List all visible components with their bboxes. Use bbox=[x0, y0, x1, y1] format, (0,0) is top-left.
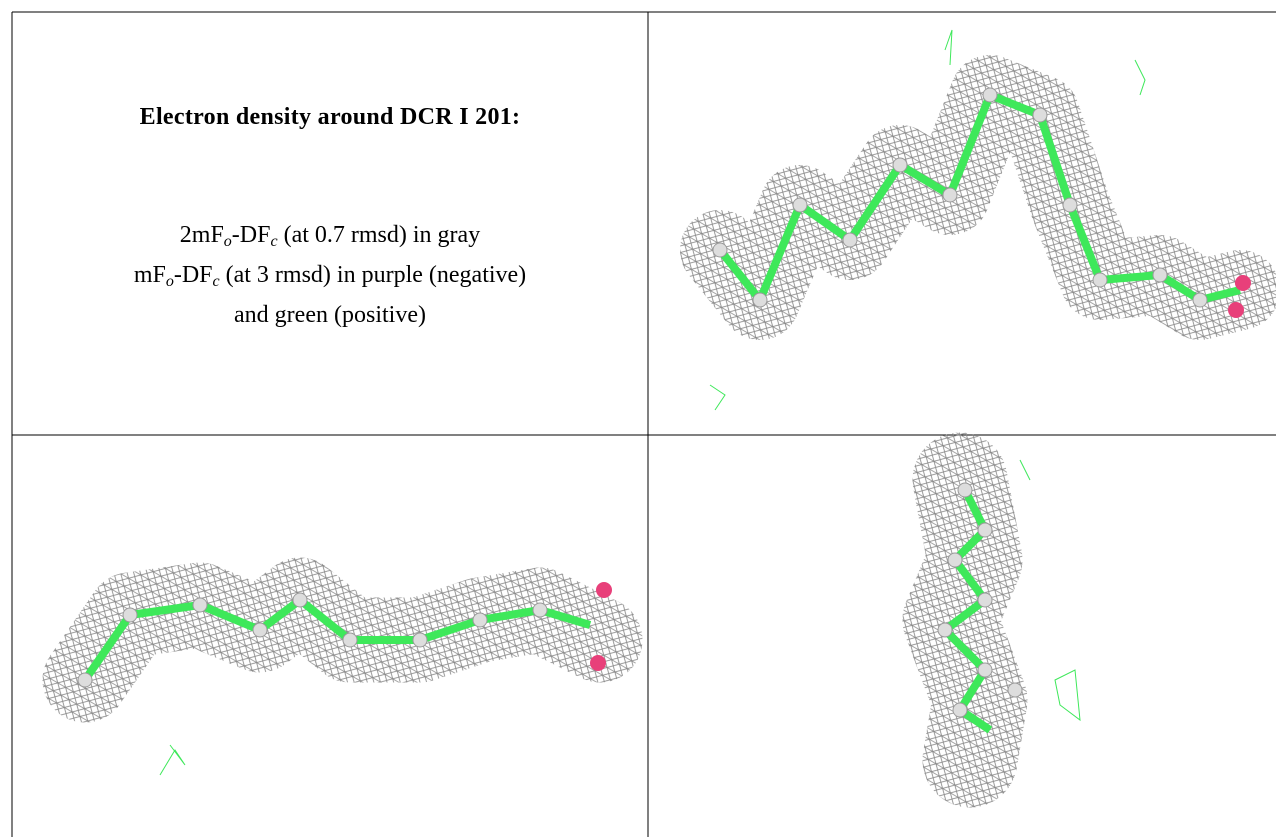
subscript: o bbox=[223, 233, 232, 250]
caption-line: and green (positive) bbox=[12, 295, 648, 335]
caption-lines: 2mFo-DFc (at 0.7 rmsd) in gray mFo-DFc (… bbox=[12, 215, 648, 335]
caption-line: mFo-DFc (at 3 rmsd) in purple (negative) bbox=[12, 255, 648, 295]
atoms bbox=[712, 87, 1208, 308]
difference-density bbox=[159, 744, 186, 776]
oxygen-atom bbox=[596, 582, 612, 598]
subscript: c bbox=[212, 273, 220, 290]
atoms bbox=[77, 592, 548, 688]
text: (at 0.7 rmsd) in gray bbox=[277, 222, 481, 248]
difference-density bbox=[1019, 459, 1081, 722]
text: mF bbox=[133, 262, 166, 288]
subscript: o bbox=[165, 273, 174, 290]
caption-line: 2mFo-DFc (at 0.7 rmsd) in gray bbox=[12, 215, 648, 255]
text: and green (positive) bbox=[234, 302, 426, 328]
density-render bbox=[42, 557, 643, 776]
text: (at 3 rmsd) in purple (negative) bbox=[219, 262, 527, 288]
oxygen-atom bbox=[1228, 302, 1244, 318]
atoms bbox=[937, 482, 1023, 718]
table-borders bbox=[11, 11, 1276, 837]
caption-cell: Electron density around DCR I 201: 2mFo-… bbox=[12, 12, 648, 435]
oxygen-atom bbox=[590, 655, 606, 671]
subscript: c bbox=[270, 233, 278, 250]
text: -DF bbox=[173, 262, 213, 288]
difference-density bbox=[709, 29, 1146, 411]
density-render bbox=[902, 432, 1081, 808]
density-render bbox=[680, 29, 1276, 411]
molecule-chain bbox=[81, 596, 592, 683]
text: 2mF bbox=[179, 222, 224, 248]
caption-title: Electron density around DCR I 201: bbox=[139, 104, 521, 130]
text: -DF bbox=[231, 222, 271, 248]
oxygen-atom bbox=[1235, 275, 1251, 291]
